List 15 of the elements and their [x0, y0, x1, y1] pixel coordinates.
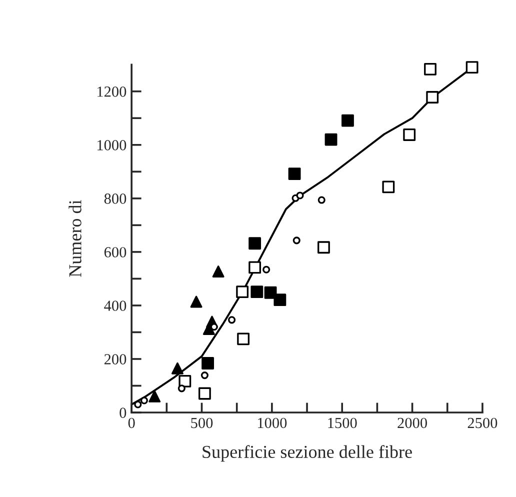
y-tick-label: 0 [120, 408, 126, 418]
x-tick-label: 2500 [468, 418, 498, 428]
x-tick-label: 2000 [398, 418, 427, 428]
y-tick-label: 400 [104, 300, 126, 311]
y-tick-label: 200 [104, 354, 126, 364]
y-tick-label: 600 [104, 247, 126, 258]
y-axis-title: Numero di [68, 200, 82, 277]
x-tick-label: 1000 [258, 418, 287, 428]
y-tick-label: 800 [104, 194, 126, 204]
x-tick-label: 0 [128, 418, 135, 428]
y-tick-label: 1200 [98, 86, 126, 97]
x-tick-label: 1500 [328, 418, 357, 428]
x-axis-title: Superficie sezione delle fibre [202, 445, 412, 462]
y-tick-label: 1000 [98, 140, 126, 150]
x-tick-label: 500 [191, 418, 213, 428]
